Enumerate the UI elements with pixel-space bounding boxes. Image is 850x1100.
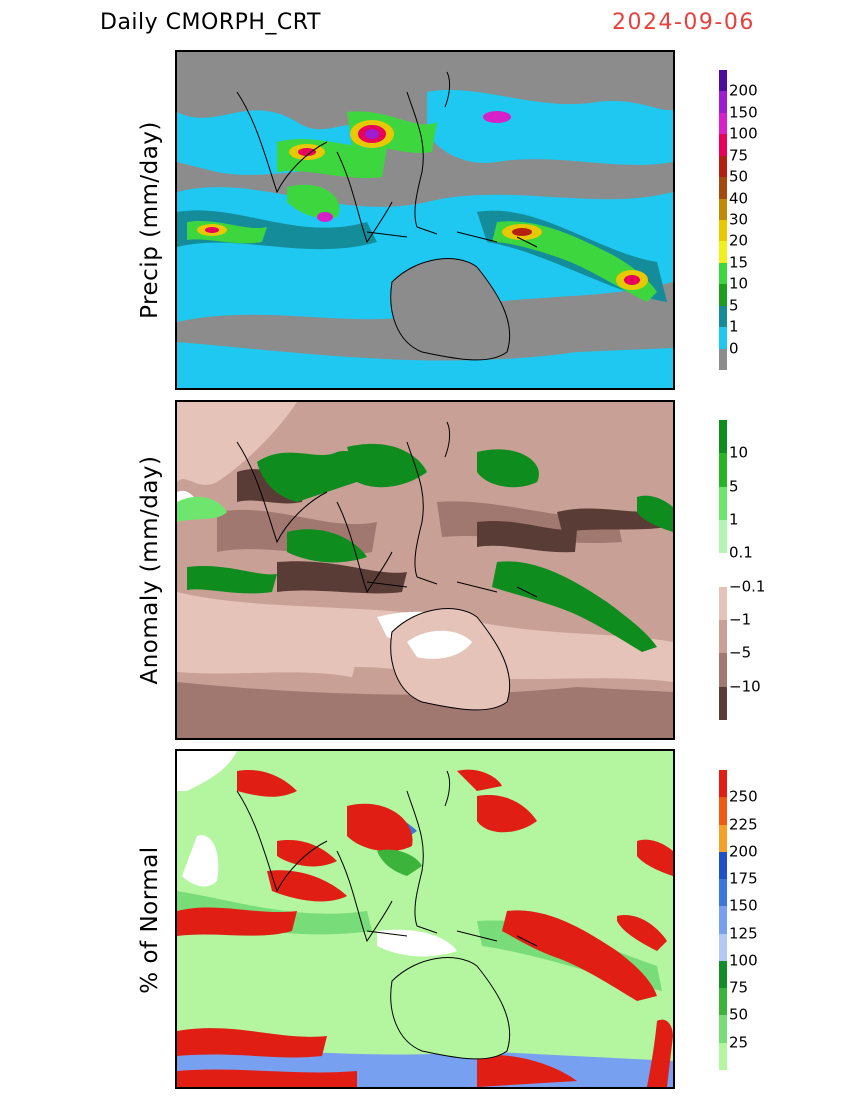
colorbar-tick-label: 10 bbox=[729, 274, 749, 293]
colorbar-tick-label: −0.1 bbox=[729, 577, 766, 596]
colorbar-segment bbox=[719, 453, 727, 488]
colorbar-tick-label: 175 bbox=[729, 869, 758, 888]
colorbar-tick-label: 150 bbox=[729, 896, 758, 915]
precip-colorbar bbox=[719, 70, 727, 371]
colorbar-tick-label: 50 bbox=[729, 167, 749, 186]
colorbar-segment bbox=[719, 155, 727, 178]
percent-normal-map bbox=[175, 749, 675, 1089]
percent-normal-map-graphic bbox=[177, 751, 673, 1087]
colorbar-segment bbox=[719, 960, 727, 989]
colorbar-segment bbox=[719, 134, 727, 157]
colorbar-segment bbox=[719, 586, 727, 621]
colorbar-segment bbox=[719, 770, 727, 798]
anomaly-colorbar bbox=[719, 420, 727, 721]
colorbar-segment bbox=[719, 112, 727, 135]
colorbar-segment bbox=[719, 327, 727, 350]
colorbar-tick-label: 5 bbox=[729, 477, 739, 496]
colorbar-segment bbox=[719, 241, 727, 264]
colorbar-segment bbox=[719, 686, 727, 721]
colorbar-segment bbox=[719, 797, 727, 826]
colorbar-tick-label: 150 bbox=[729, 103, 758, 122]
colorbar-tick-label: −1 bbox=[729, 610, 752, 629]
colorbar-tick-label: 75 bbox=[729, 978, 749, 997]
colorbar-segment bbox=[719, 220, 727, 242]
map-date: 2024-09-06 bbox=[612, 10, 755, 35]
colorbar-segment bbox=[719, 520, 727, 554]
colorbar-tick-label: 10 bbox=[729, 443, 749, 462]
colorbar-segment bbox=[719, 824, 727, 853]
precip-map bbox=[175, 50, 675, 390]
colorbar-segment bbox=[719, 620, 727, 654]
colorbar-tick-label: −5 bbox=[729, 643, 752, 662]
colorbar-segment bbox=[719, 851, 727, 880]
colorbar-tick-label: 75 bbox=[729, 146, 749, 165]
colorbar-tick-label: 125 bbox=[729, 924, 758, 943]
colorbar-segment bbox=[719, 906, 727, 935]
colorbar-tick-label: 40 bbox=[729, 189, 749, 208]
colorbar-tick-label: 15 bbox=[729, 253, 749, 272]
colorbar-segment bbox=[719, 348, 727, 371]
colorbar-segment bbox=[719, 879, 727, 907]
colorbar-segment bbox=[719, 284, 727, 307]
percent-normal-axis-label: % of Normal bbox=[137, 846, 163, 994]
colorbar-tick-label: 0 bbox=[729, 339, 739, 358]
precip-map-graphic bbox=[177, 52, 673, 388]
colorbar-tick-label: 50 bbox=[729, 1005, 749, 1024]
colorbar-segment bbox=[719, 70, 727, 92]
colorbar-tick-label: 0.1 bbox=[729, 543, 753, 562]
anomaly-axis-label: Anomaly (mm/day) bbox=[137, 455, 163, 685]
colorbar-tick-label: 1 bbox=[729, 317, 739, 336]
colorbar-segment bbox=[719, 1042, 727, 1071]
colorbar-segment bbox=[719, 1015, 727, 1044]
colorbar-tick-label: 100 bbox=[729, 951, 758, 970]
colorbar-segment bbox=[719, 988, 727, 1016]
colorbar-tick-label: 200 bbox=[729, 81, 758, 100]
colorbar-tick-label: 250 bbox=[729, 787, 758, 806]
colorbar-tick-label: 225 bbox=[729, 815, 758, 834]
colorbar-tick-label: 5 bbox=[729, 296, 739, 315]
colorbar-tick-label: 100 bbox=[729, 124, 758, 143]
colorbar-tick-label: 1 bbox=[729, 510, 739, 529]
colorbar-tick-label: 25 bbox=[729, 1033, 749, 1052]
colorbar-segment bbox=[719, 198, 727, 221]
map-title: Daily CMORPH_CRT bbox=[100, 10, 321, 35]
colorbar-segment bbox=[719, 305, 727, 328]
colorbar-segment bbox=[719, 933, 727, 962]
colorbar-segment bbox=[719, 420, 727, 454]
colorbar-tick-label: 30 bbox=[729, 210, 749, 229]
colorbar-segment bbox=[719, 553, 727, 588]
colorbar-segment bbox=[719, 262, 727, 285]
colorbar-segment bbox=[719, 177, 727, 200]
anomaly-map bbox=[175, 400, 675, 740]
colorbar-segment bbox=[719, 653, 727, 688]
colorbar-segment bbox=[719, 91, 727, 114]
colorbar-tick-label: −10 bbox=[729, 677, 761, 696]
colorbar-tick-label: 20 bbox=[729, 231, 749, 250]
colorbar-segment bbox=[719, 486, 727, 521]
anomaly-map-graphic bbox=[177, 402, 673, 738]
colorbar-tick-label: 200 bbox=[729, 842, 758, 861]
percent-normal-colorbar bbox=[719, 770, 727, 1071]
precip-axis-label: Precip (mm/day) bbox=[137, 121, 163, 319]
